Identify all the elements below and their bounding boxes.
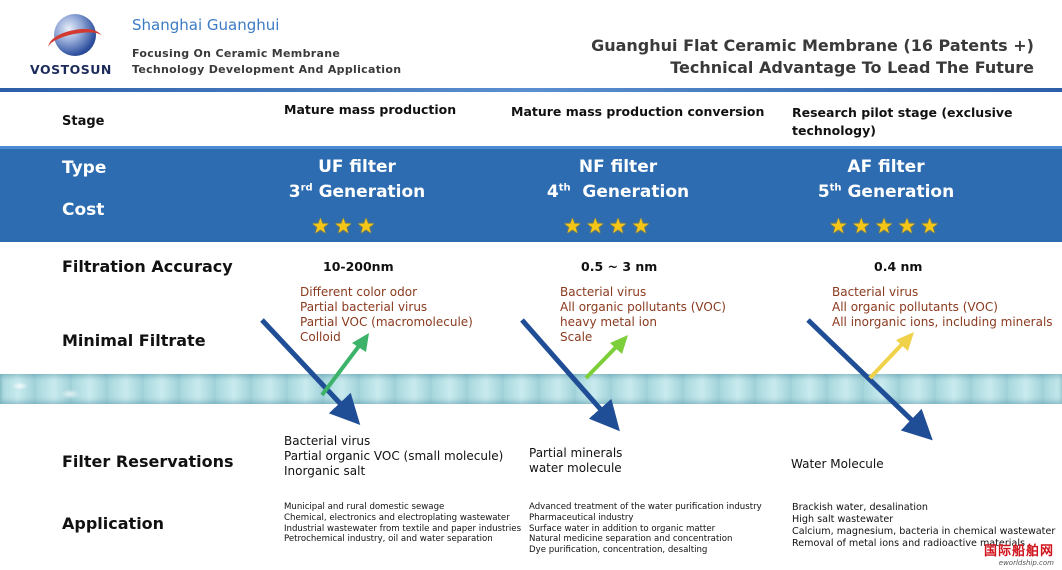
application-item: Pharmaceutical industry xyxy=(529,512,634,523)
up-arrow-nf xyxy=(584,341,622,380)
filtrate-item: Different color odor xyxy=(300,285,417,299)
uf-gen-word: Generation xyxy=(312,182,426,202)
row-label-filter-reservations: Filter Reservations xyxy=(62,452,234,471)
filtrate-item: Partial bacterial virus xyxy=(300,300,428,314)
reservations-uf-list: Bacterial virus Partial organic VOC (sma… xyxy=(284,434,503,479)
nf-generation: 4th Generation xyxy=(518,182,718,202)
application-item: Industrial wastewater from textile and p… xyxy=(284,523,522,534)
stage-uf: Mature mass production xyxy=(284,102,457,117)
row-label-cost: Cost xyxy=(62,200,105,220)
reservation-item: Water Molecule xyxy=(791,457,884,471)
nf-gen-word: Generation xyxy=(570,182,690,202)
stage-af: Research pilot stage (exclusive technolo… xyxy=(792,105,1013,138)
uf-cost-stars: ★★★ xyxy=(311,214,380,238)
nf-filter-name: NF filter xyxy=(578,157,658,177)
accuracy-af: 0.4 nm xyxy=(874,259,923,274)
accuracy-uf: 10-200nm xyxy=(323,259,394,274)
application-item: Municipal and rural domestic sewage xyxy=(284,502,445,512)
filtrate-item: Colloid xyxy=(300,330,341,344)
af-gen-number: 5 xyxy=(817,182,830,202)
filtrate-item: All organic pollutants (VOC) xyxy=(560,300,726,314)
accuracy-nf: 0.5 ~ 3 nm xyxy=(581,259,658,274)
membrane-water-band xyxy=(0,374,1062,404)
filtrate-item: Bacterial virus xyxy=(832,285,919,299)
row-label-application: Application xyxy=(62,514,165,533)
uf-gen-suffix: rd xyxy=(300,182,313,194)
filtrate-item: Bacterial virus xyxy=(560,285,647,299)
application-item: Removal of metal ions and radioactive ma… xyxy=(792,538,1025,549)
reservation-item: Partial organic VOC (small molecule) xyxy=(284,449,504,463)
watermark: 国际船舶网 eworldship.com xyxy=(983,544,1054,568)
row-label-accuracy: Filtration Accuracy xyxy=(62,257,233,276)
slide-title-line-2: Technical Advantage To Lead The Future xyxy=(670,58,1034,77)
reservation-item: Partial minerals xyxy=(529,446,623,460)
application-item: Surface water in addition to organic mat… xyxy=(529,523,716,534)
uf-gen-number: 3 xyxy=(288,182,301,202)
af-filter-name: AF filter xyxy=(847,157,925,177)
af-cost-stars: ★★★★★ xyxy=(829,214,944,238)
up-arrow-af-head xyxy=(896,332,914,351)
uf-filter-name: UF filter xyxy=(318,157,396,177)
application-item: Calcium, magnesium, bacteria in chemical… xyxy=(792,526,1056,537)
application-uf-list: Municipal and rural domestic sewage Chem… xyxy=(284,502,521,545)
reservations-nf-list: Partial minerals water molecule xyxy=(529,446,622,476)
band-highlight xyxy=(0,146,1062,149)
stage-nf: Mature mass production conversion xyxy=(511,104,765,119)
uf-generation: 3rd Generation xyxy=(257,182,457,202)
nf-gen-number: 4 xyxy=(546,182,559,202)
nf-cost-stars: ★★★★ xyxy=(563,214,655,238)
application-item: High salt wastewater xyxy=(792,514,894,525)
reservation-item: Inorganic salt xyxy=(284,464,366,478)
header-divider xyxy=(0,88,1062,92)
filtrate-item: All organic pollutants (VOC) xyxy=(832,300,998,314)
application-item: Natural medicine separation and concentr… xyxy=(529,534,733,545)
company-logo-globe xyxy=(54,14,96,56)
row-label-stage: Stage xyxy=(62,114,105,129)
brand-name: VOSTOSUN xyxy=(30,62,112,77)
reservation-item: water molecule xyxy=(529,461,622,475)
filtrate-nf-list: Bacterial virus All organic pollutants (… xyxy=(560,285,726,345)
tagline-line-2: Technology Development And Application xyxy=(132,63,402,76)
type-cost-band xyxy=(0,146,1062,242)
application-af-list: Brackish water, desalination High salt w… xyxy=(792,502,1055,550)
filtrate-uf-list: Different color odor Partial bacterial v… xyxy=(300,285,473,345)
row-label-type: Type xyxy=(62,158,107,178)
filtrate-item: All inorganic ions, including minerals xyxy=(832,315,1053,329)
row-label-minimal-filtrate: Minimal Filtrate xyxy=(62,331,206,350)
application-item: Brackish water, desalination xyxy=(792,502,928,513)
af-generation: 5th Generation xyxy=(786,182,986,202)
af-gen-suffix: th xyxy=(829,182,842,194)
reservations-af-list: Water Molecule xyxy=(791,457,884,472)
application-item: Chemical, electronics and electroplating… xyxy=(284,512,510,523)
company-name: Shanghai Guanghui xyxy=(132,16,280,34)
application-item: Dye purification, concentration, desalti… xyxy=(529,545,708,556)
filtrate-item: heavy metal ion xyxy=(560,315,657,329)
nf-gen-suffix: th xyxy=(558,182,571,194)
tagline-line-1: Focusing On Ceramic Membrane xyxy=(132,47,341,60)
filtrate-item: Scale xyxy=(560,330,593,344)
watermark-cn: 国际船舶网 xyxy=(983,544,1054,559)
watermark-en: eworldship.com xyxy=(998,559,1054,567)
af-gen-word: Generation xyxy=(841,182,955,202)
up-arrow-af xyxy=(868,338,908,380)
filtrate-item: Partial VOC (macromolecule) xyxy=(300,315,473,329)
application-nf-list: Advanced treatment of the water purifica… xyxy=(529,502,762,556)
application-item: Petrochemical industry, oil and water se… xyxy=(284,534,493,545)
filtrate-af-list: Bacterial virus All organic pollutants (… xyxy=(832,285,1053,330)
application-item: Advanced treatment of the water purifica… xyxy=(529,502,762,512)
slide-title-line-1: Guanghui Flat Ceramic Membrane (16 Paten… xyxy=(591,36,1034,55)
reservation-item: Bacterial virus xyxy=(284,434,371,448)
